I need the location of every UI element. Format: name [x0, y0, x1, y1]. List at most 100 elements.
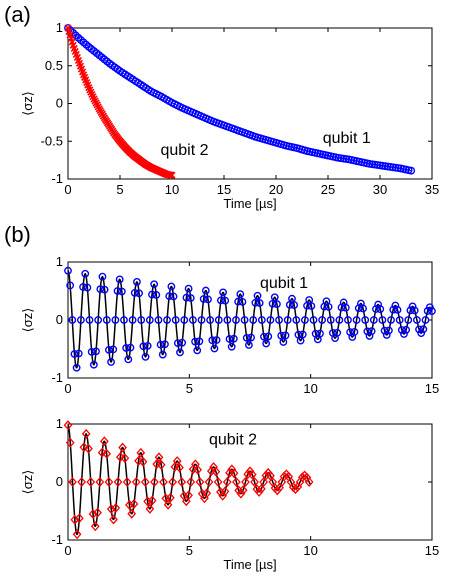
data-point	[290, 301, 299, 309]
x-tick-label: 5	[116, 182, 123, 197]
data-point	[165, 292, 174, 301]
data-point	[64, 266, 72, 275]
data-point	[421, 316, 430, 324]
data-point	[100, 436, 109, 447]
annotation-label: qubit 1	[323, 130, 371, 147]
data-point	[292, 316, 301, 324]
x-tick-label: 15	[425, 543, 439, 558]
data-point	[232, 316, 240, 324]
y-tick-label: 0	[56, 474, 63, 489]
data-point	[124, 355, 133, 364]
data-point	[251, 298, 260, 307]
data-point	[204, 295, 212, 304]
data-point	[79, 283, 87, 291]
data-point	[259, 477, 269, 487]
data-point	[236, 488, 246, 499]
data-point	[283, 316, 292, 324]
data-point	[222, 477, 232, 487]
y-tick-label: -0.5	[41, 133, 63, 148]
data-point	[223, 316, 232, 324]
data-point	[128, 316, 137, 324]
chart-a: 0 5 10 15 20 25 30 35 -1 -0.5 0 0.5 1 Time [µs] ⟨σz⟩ qu…	[20, 20, 439, 211]
data-point	[180, 316, 189, 324]
data-point	[202, 488, 212, 499]
data-point	[218, 490, 228, 501]
data-point	[404, 316, 413, 324]
data-point	[97, 447, 107, 458]
data-point	[240, 316, 249, 324]
data-point	[163, 499, 173, 510]
data-point	[333, 328, 342, 337]
data-point	[389, 305, 398, 314]
data-point	[154, 452, 164, 463]
data-point	[245, 341, 253, 349]
data-point	[105, 346, 113, 354]
data-point	[425, 303, 434, 312]
data-point	[214, 316, 223, 324]
data-point	[176, 348, 184, 357]
data-point	[84, 443, 93, 454]
data-point	[204, 477, 214, 487]
data-point	[391, 301, 400, 310]
x-tick-label: 5	[186, 381, 193, 396]
series-line	[67, 27, 173, 176]
data-point	[186, 477, 196, 487]
y-tick-label: 1	[56, 254, 63, 269]
data-point	[66, 281, 75, 290]
data-point	[152, 291, 161, 299]
data-point	[324, 302, 333, 311]
data-point	[208, 336, 217, 345]
data-point	[175, 462, 184, 473]
y-tick-label: -1	[51, 171, 63, 186]
data-point	[195, 477, 205, 487]
data-point	[374, 300, 383, 309]
data-point	[298, 330, 307, 339]
data-point	[131, 477, 141, 487]
data-point	[129, 498, 139, 509]
data-point	[201, 286, 210, 295]
data-point	[122, 344, 131, 352]
data-point	[254, 486, 264, 497]
data-point	[304, 477, 314, 487]
data-point	[270, 293, 279, 302]
data-point	[74, 349, 83, 358]
data-point	[428, 307, 436, 315]
data-point	[120, 453, 130, 464]
x-tick-label: 35	[425, 182, 439, 197]
data-point	[94, 316, 103, 324]
data-point	[253, 291, 262, 300]
data-point	[361, 316, 370, 324]
data-point	[249, 316, 258, 324]
data-point	[89, 360, 98, 369]
data-point	[98, 272, 107, 281]
data-point	[125, 499, 134, 510]
series-qubit-2	[63, 420, 314, 540]
data-point	[137, 316, 146, 324]
data-point	[133, 278, 141, 286]
data-point	[410, 306, 419, 315]
data-point	[195, 337, 204, 346]
data-point	[272, 485, 282, 496]
data-point	[102, 448, 112, 459]
data-point	[70, 350, 79, 358]
data-point	[120, 316, 128, 324]
data-point	[219, 288, 227, 297]
fit-line	[67, 270, 433, 369]
annotation-label: qubit 2	[160, 142, 208, 159]
data-point	[63, 420, 73, 431]
x-tick-label: 15	[217, 182, 231, 197]
data-point	[92, 347, 100, 356]
plot-frame	[67, 27, 433, 180]
data-point	[83, 283, 92, 292]
data-point	[227, 464, 237, 475]
data-point	[145, 503, 155, 514]
data-point	[147, 495, 157, 506]
data-point	[221, 296, 230, 305]
data-point	[262, 339, 271, 348]
x-axis-label: Time [µs]	[223, 196, 276, 211]
data-point	[138, 456, 148, 467]
series-qubit-1	[64, 24, 416, 175]
data-point	[81, 428, 91, 439]
